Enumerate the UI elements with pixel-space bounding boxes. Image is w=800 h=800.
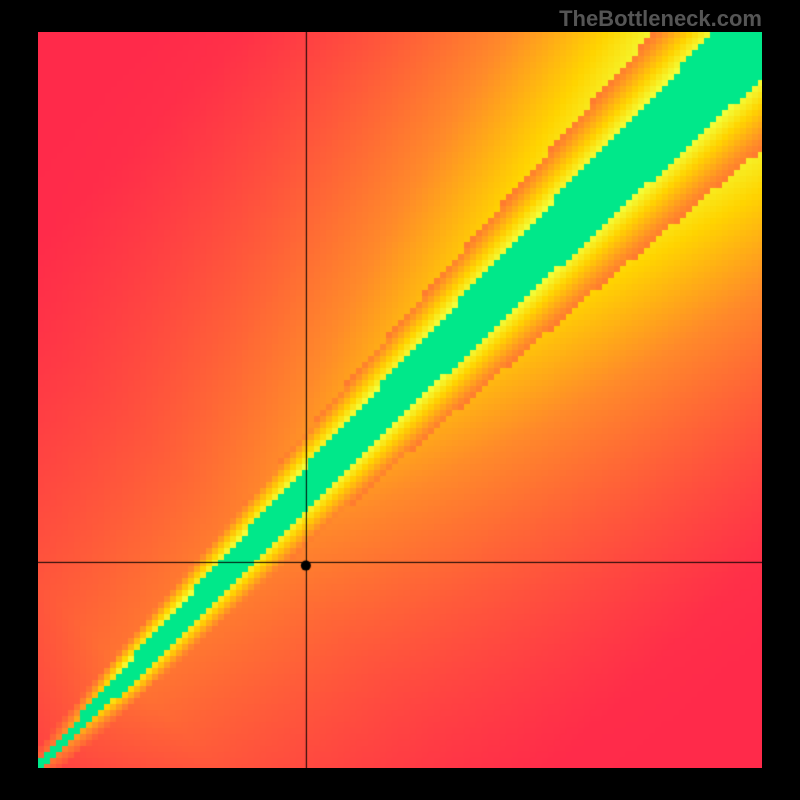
watermark-text: TheBottleneck.com [559, 6, 762, 32]
bottleneck-heatmap [38, 32, 762, 768]
